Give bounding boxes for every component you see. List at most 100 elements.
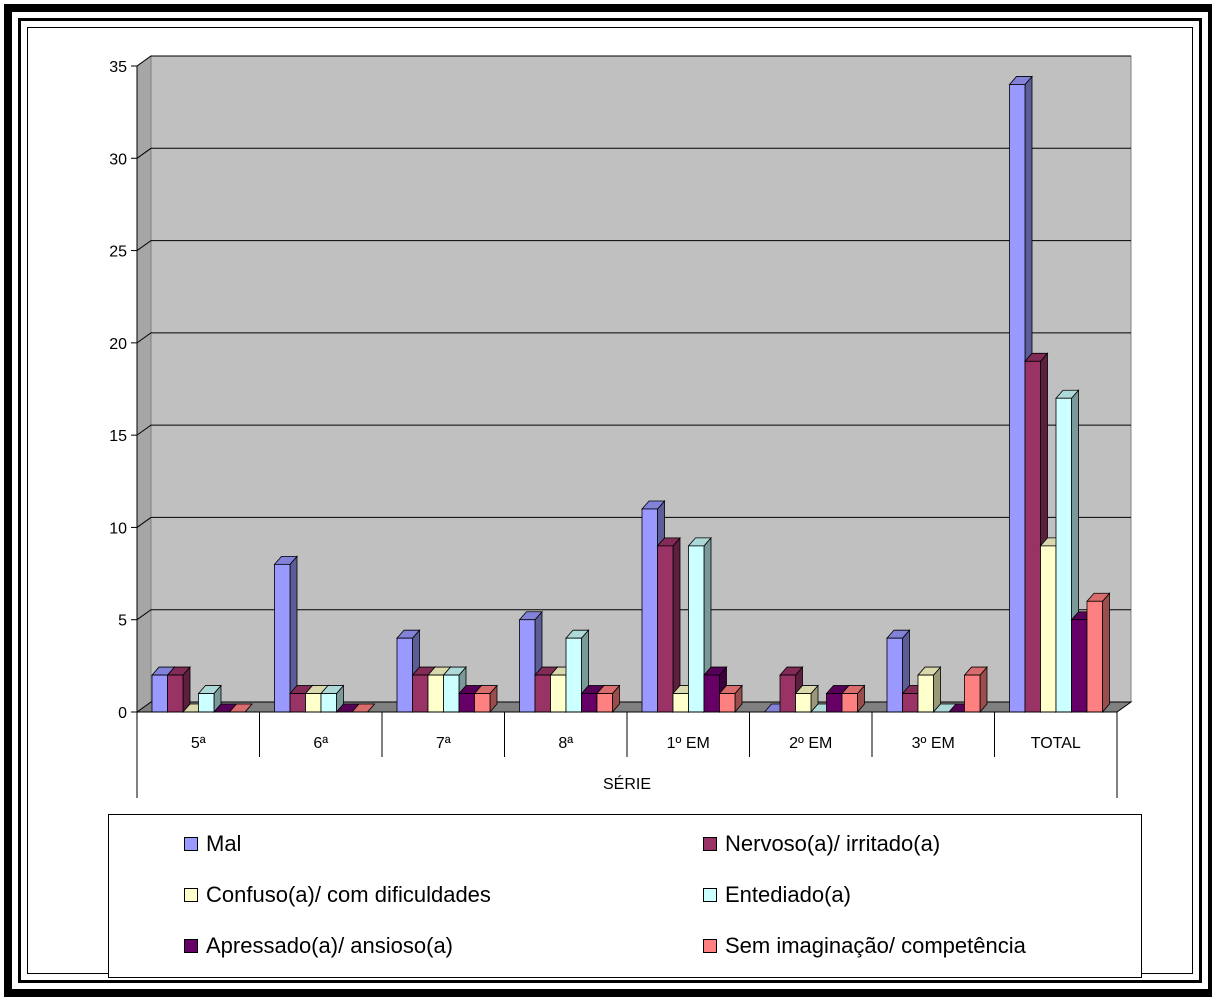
bar-front (289, 693, 306, 713)
gridline (136, 332, 1131, 344)
y-tick-label: 0 (118, 705, 127, 722)
y-tick-label: 5 (118, 613, 127, 630)
bar-front (719, 693, 736, 713)
bar-front (1009, 84, 1026, 713)
bar-front (274, 563, 291, 713)
bar (473, 684, 498, 714)
bar-front (1071, 619, 1088, 713)
x-tick-label: 8ª (558, 735, 573, 752)
legend-swatch (703, 888, 717, 902)
legend-label: Mal (206, 831, 242, 856)
bar-front (519, 619, 536, 713)
bar-side (1102, 592, 1110, 714)
bar (917, 666, 942, 714)
bar-front (779, 674, 796, 713)
legend-item: Apressado(a)/ ansioso(a) (184, 933, 453, 959)
bar (687, 536, 712, 714)
bar (963, 666, 988, 714)
bar-front (1024, 360, 1041, 713)
bar-front (1040, 545, 1057, 713)
bar-front (550, 674, 567, 713)
y-tick-label: 15 (109, 428, 127, 445)
legend-item: Confuso(a)/ com dificuldades (184, 882, 491, 908)
bar-front (443, 674, 460, 713)
legend-swatch (184, 888, 198, 902)
bar-front (596, 693, 613, 713)
bar-front (167, 674, 184, 713)
y-tick-label: 35 (109, 59, 127, 76)
x-tick-label: 5ª (191, 735, 206, 752)
x-tick-label: 2º EM (789, 735, 832, 752)
bar-front (198, 693, 215, 713)
bar-front (657, 545, 674, 713)
bar (596, 684, 621, 714)
bar-front (917, 674, 934, 713)
bar-front (1055, 397, 1072, 713)
bar-front (964, 674, 981, 713)
bar-front (412, 674, 429, 713)
bar-front (396, 637, 413, 713)
legend-item: Mal (184, 831, 241, 857)
bar (1086, 592, 1111, 714)
x-tick-label: 7ª (436, 735, 451, 752)
bar-front (427, 674, 444, 713)
x-tick-label: 1º EM (667, 735, 710, 752)
bar-front (1086, 600, 1103, 713)
y-tick-label: 30 (109, 151, 127, 168)
bar-front (886, 637, 903, 713)
x-tick-label: 3º EM (912, 735, 955, 752)
legend-label: Apressado(a)/ ansioso(a) (206, 933, 454, 958)
legend-label: Confuso(a)/ com dificuldades (206, 882, 491, 907)
bar-front (151, 674, 168, 713)
legend-swatch (703, 939, 717, 953)
bar (273, 555, 298, 714)
bar-front (672, 693, 689, 713)
legend-swatch (184, 939, 198, 953)
gridline (136, 424, 1131, 436)
x-tick-label: TOTAL (1031, 735, 1081, 752)
bar-front (320, 693, 337, 713)
legend-item: Entediado(a) (703, 882, 851, 908)
plot-side-wall (136, 55, 152, 713)
y-tick-label: 20 (109, 336, 127, 353)
bar-front (703, 674, 720, 713)
legend-label: Nervoso(a)/ irritado(a) (725, 831, 941, 856)
bar (166, 666, 191, 714)
bar-front (641, 508, 658, 713)
bar-front (474, 693, 491, 713)
plot-back-wall (150, 55, 1132, 703)
bar-front (534, 674, 551, 713)
bar-front (581, 693, 598, 713)
gridline (136, 55, 1131, 67)
legend-swatch (184, 837, 198, 851)
y-tick-label: 25 (109, 244, 127, 261)
bar-front (458, 693, 475, 713)
x-axis-label: SÉRIE (603, 774, 651, 793)
gridline (136, 147, 1131, 159)
bar-front (902, 693, 919, 713)
bar-front (795, 693, 812, 713)
x-tick-label: 6ª (313, 735, 328, 752)
legend-label: Sem imaginação/ competência (725, 933, 1026, 958)
gridline (136, 609, 1131, 621)
bar (794, 684, 819, 714)
bar-front (688, 545, 705, 713)
bar-front (565, 637, 582, 713)
legend-label: Entediado(a) (725, 882, 851, 907)
legend-swatch (703, 837, 717, 851)
bar (656, 536, 681, 714)
bar-side (672, 536, 681, 714)
legend-item: Nervoso(a)/ irritado(a) (703, 831, 940, 857)
bar-front (826, 693, 843, 713)
y-tick-label: 10 (109, 520, 127, 537)
legend-item: Sem imaginação/ competência (703, 933, 1026, 959)
bar-front (841, 693, 858, 713)
bar (718, 684, 743, 714)
gridline (136, 240, 1131, 251)
gridline (136, 516, 1131, 528)
bar (320, 684, 345, 714)
bar-front (305, 693, 322, 713)
bar (841, 684, 866, 714)
chart-legend: Mal Nervoso(a)/ irritado(a) Confuso(a)/ co… (108, 814, 1142, 978)
